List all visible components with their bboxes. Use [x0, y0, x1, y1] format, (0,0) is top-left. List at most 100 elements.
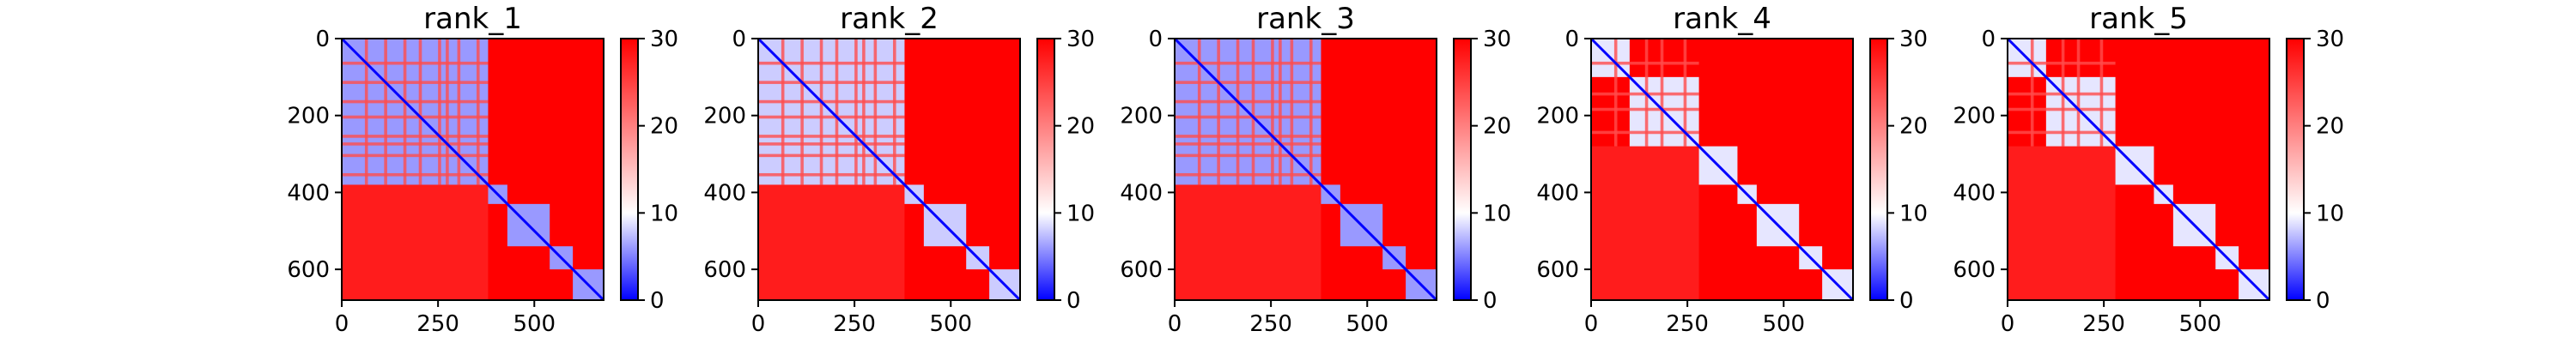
- colorbar-tick-label: 30: [1483, 27, 1511, 52]
- colorbar-tick-label: 30: [1066, 27, 1095, 52]
- y-tick-label: 400: [1536, 180, 1579, 206]
- heatmap-stripe: [2099, 39, 2104, 147]
- y-tick-label: 400: [1120, 180, 1163, 206]
- heatmap-stripe: [758, 99, 905, 104]
- colorbar-tick-label: 10: [1899, 201, 1928, 226]
- heatmap-stripe: [892, 39, 896, 185]
- x-tick-label: 0: [335, 311, 349, 337]
- heatmap-stripe: [418, 39, 422, 185]
- colorbar-tick-label: 20: [1066, 114, 1095, 140]
- heatmap-stripe: [758, 172, 905, 177]
- heatmap-stripe: [384, 39, 387, 185]
- heatmap-stripe: [342, 99, 489, 104]
- panel-title: rank_5: [2089, 2, 2188, 36]
- heatmap-stripe: [457, 39, 461, 185]
- x-tick-label: 0: [2001, 311, 2015, 337]
- heatmap-stripe: [1175, 81, 1321, 84]
- colorbar-frame: [620, 38, 639, 301]
- panel-title: rank_1: [423, 2, 522, 36]
- x-tick-label: 250: [2082, 311, 2125, 337]
- heatmap-stripe: [342, 115, 489, 119]
- colorbar: [1037, 39, 1054, 300]
- axes-frame: [1590, 38, 1854, 301]
- heatmap-stripe: [862, 39, 866, 185]
- colorbar-tick-label: 20: [1483, 114, 1511, 140]
- x-tick-label: 500: [513, 311, 556, 337]
- heatmap-stripe: [1290, 39, 1294, 185]
- heatmap-stripe: [342, 61, 489, 65]
- colorbar-tick-label: 0: [2316, 288, 2330, 314]
- colorbar-frame: [1036, 38, 1055, 301]
- heatmap-stripe: [758, 61, 905, 65]
- heatmap-stripe: [758, 115, 905, 119]
- heatmap-stripe: [342, 153, 489, 158]
- colorbar: [1870, 39, 1887, 300]
- heatmap-stripe: [1175, 153, 1321, 158]
- y-tick-label: 600: [1120, 257, 1163, 283]
- colorbar-tick-label: 0: [1483, 288, 1498, 314]
- heatmap-stripe: [438, 39, 441, 185]
- x-tick-label: 0: [751, 311, 766, 337]
- colorbar-frame: [1453, 38, 1472, 301]
- heatmap-stripe: [854, 39, 858, 185]
- y-tick-label: 200: [703, 104, 746, 129]
- x-tick-label: 250: [1249, 311, 1292, 337]
- heatmap-stripe: [1591, 130, 1699, 135]
- x-tick-label: 500: [2178, 311, 2221, 337]
- colorbar-tick-label: 30: [1899, 27, 1928, 52]
- heatmap-stripe: [758, 81, 905, 84]
- heatmap-region-far: [1175, 184, 1321, 300]
- colorbar-tick-label: 0: [650, 288, 665, 314]
- y-tick-label: 0: [1564, 27, 1579, 52]
- heatmap-stripe: [2008, 61, 2116, 65]
- colorbar-tick-label: 0: [1899, 288, 1914, 314]
- heatmap-stripe: [2008, 107, 2116, 111]
- colorbar-tick-label: 10: [650, 201, 678, 226]
- axes-frame: [1174, 38, 1437, 301]
- panel-title: rank_2: [840, 2, 939, 36]
- colorbar-tick-label: 20: [650, 114, 678, 140]
- heatmap-stripe: [1660, 39, 1664, 147]
- heatmap-stripe: [1175, 115, 1321, 119]
- heatmap-stripe: [1175, 142, 1321, 146]
- heatmap-stripe: [873, 39, 878, 185]
- heatmap-stripe: [1279, 39, 1282, 185]
- heatmap-stripe: [1271, 39, 1274, 185]
- y-tick-label: 600: [287, 257, 330, 283]
- heatmap-stripe: [2008, 130, 2116, 135]
- heatmap-region-far: [758, 184, 905, 300]
- y-tick-label: 0: [1148, 27, 1163, 52]
- heatmap-stripe: [835, 39, 839, 185]
- colorbar: [2287, 39, 2304, 300]
- heatmap-diagonal: [2006, 37, 2271, 302]
- heatmap-stripe: [1591, 107, 1699, 111]
- heatmap-stripe: [476, 39, 480, 185]
- axes-frame: [2007, 38, 2270, 301]
- colorbar-tick-label: 20: [1899, 114, 1928, 140]
- panel-title: rank_4: [1673, 2, 1771, 36]
- heatmap-stripe: [1251, 39, 1255, 185]
- heatmap-stripe: [758, 135, 905, 138]
- heatmap-stripe: [342, 142, 489, 146]
- y-tick-label: 200: [1953, 104, 1996, 129]
- x-tick-label: 250: [416, 311, 459, 337]
- colorbar-tick-label: 30: [2316, 27, 2344, 52]
- heatmap-stripe: [1236, 39, 1240, 185]
- heatmap-region-far: [342, 184, 489, 300]
- colorbar: [1454, 39, 1471, 300]
- heatmap-stripe: [1217, 39, 1220, 185]
- y-tick-label: 200: [287, 104, 330, 129]
- heatmap-stripe: [1175, 135, 1321, 138]
- colorbar-tick-label: 10: [1483, 201, 1511, 226]
- colorbar-tick-label: 10: [2316, 201, 2344, 226]
- chart-panel-5: rank_5 0 250 500 0 200 400 600 0 10 20 30: [1953, 2, 2344, 337]
- heatmap-stripe: [342, 135, 489, 138]
- heatmap-stripe: [1309, 39, 1313, 185]
- colorbar-frame: [2286, 38, 2305, 301]
- heatmap-stripe: [2030, 39, 2034, 147]
- x-tick-label: 0: [1168, 311, 1182, 337]
- chart-panel-2: rank_2 0 250 500 0 200 400 600 0 10 20 30: [703, 2, 1095, 337]
- heatmap-region-far: [1591, 146, 1699, 300]
